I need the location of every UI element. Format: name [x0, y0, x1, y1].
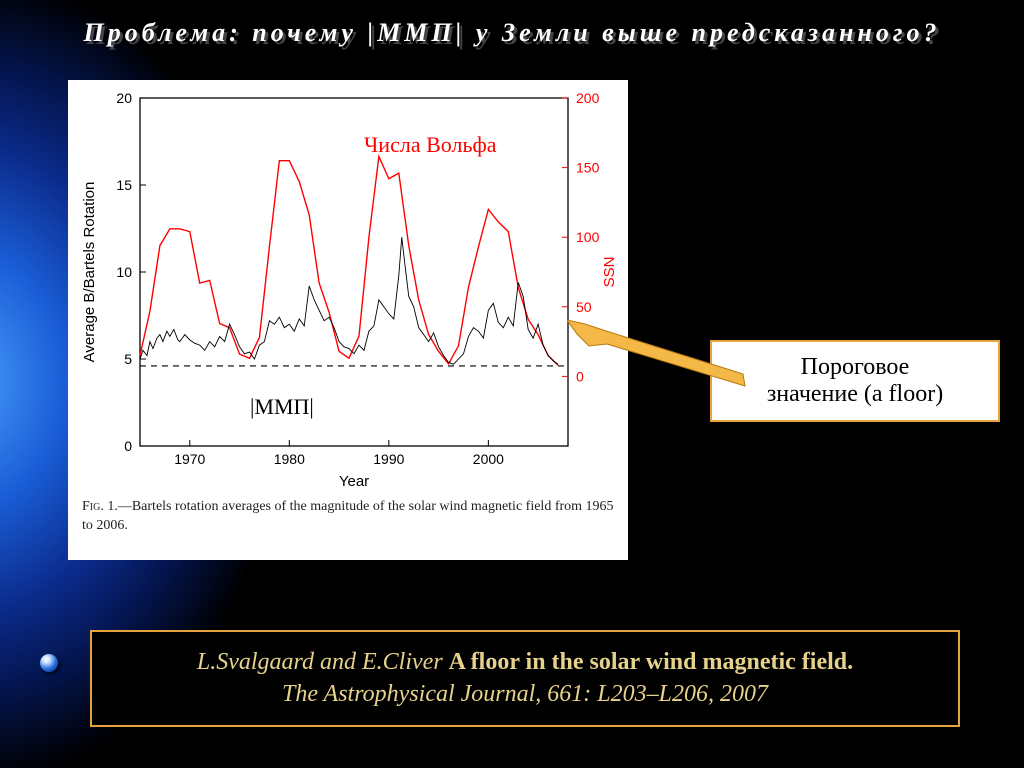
bullet-icon — [40, 654, 58, 672]
svg-text:50: 50 — [576, 299, 592, 315]
svg-text:100: 100 — [576, 229, 600, 245]
citation-box: L.Svalgaard and E.Cliver A floor in the … — [90, 630, 960, 727]
svg-text:1980: 1980 — [274, 451, 305, 467]
svg-text:0: 0 — [124, 438, 132, 454]
figure-caption-text: Bartels rotation averages of the magnitu… — [82, 499, 614, 533]
svg-text:20: 20 — [116, 90, 132, 106]
svg-text:15: 15 — [116, 177, 132, 193]
svg-text:200: 200 — [576, 90, 600, 106]
chart-svg: 051015200501001502001970198019902000Year… — [68, 80, 628, 490]
svg-text:1990: 1990 — [373, 451, 404, 467]
legend-ssn: Числа Вольфа — [364, 132, 497, 158]
svg-text:1970: 1970 — [174, 451, 205, 467]
svg-text:SSN: SSN — [601, 257, 618, 288]
svg-text:150: 150 — [576, 160, 600, 176]
svg-text:Year: Year — [339, 473, 369, 490]
chart-panel: 051015200501001502001970198019902000Year… — [68, 80, 628, 560]
svg-text:5: 5 — [124, 351, 132, 367]
figure-caption: Fig. 1.—Bartels rotation averages of the… — [68, 490, 628, 548]
svg-text:10: 10 — [116, 264, 132, 280]
slide-title: Проблема: почему |ММП| у Земли выше пред… — [0, 18, 1024, 48]
svg-text:2000: 2000 — [473, 451, 504, 467]
citation-title: A floor in the solar wind magnetic field… — [449, 649, 853, 675]
callout-line2: значение (a floor) — [767, 381, 943, 407]
slide-title-text: Проблема: почему |ММП| у Земли выше пред… — [0, 18, 1024, 48]
legend-mmp: |ММП| — [250, 394, 314, 420]
callout-line1: Пороговое — [801, 354, 910, 380]
citation-authors: L.Svalgaard and E.Cliver — [197, 649, 449, 675]
citation-journal: The Astrophysical Journal, 661: L203–L20… — [282, 681, 768, 707]
arrow-icon — [567, 320, 747, 400]
svg-text:Average B/Bartels Rotation: Average B/Bartels Rotation — [81, 182, 98, 363]
floor-callout: Пороговое значение (a floor) — [710, 340, 1000, 422]
